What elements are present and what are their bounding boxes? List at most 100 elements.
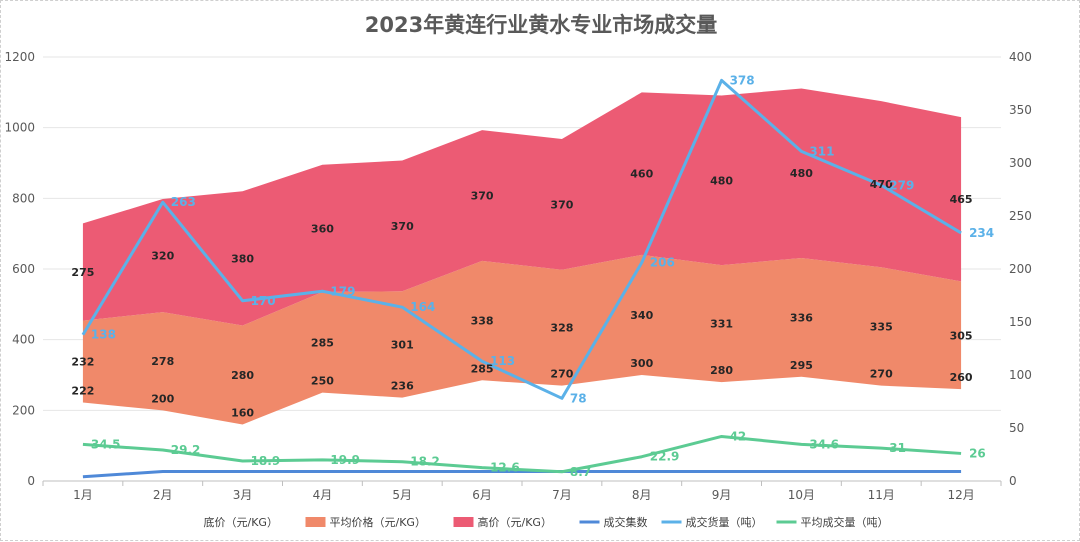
left-axis-tick: 800: [12, 191, 35, 205]
area-data-label: 360: [311, 222, 334, 235]
left-axis-tick: 400: [12, 333, 35, 347]
line-data-label: 18.9: [251, 454, 281, 468]
x-axis-tick-label: 3月: [233, 488, 253, 502]
area-data-label: 270: [870, 368, 893, 381]
area-series-2: [82, 88, 962, 326]
area-data-label: 465: [950, 193, 973, 206]
area-data-label: 222: [71, 385, 94, 398]
right-axis-tick: 250: [1009, 209, 1032, 223]
legend-swatch: [179, 516, 200, 528]
line-data-label: 279: [889, 178, 914, 192]
line-data-label: 8.7: [570, 465, 591, 479]
area-data-label: 300: [630, 357, 653, 370]
area-data-label: 285: [471, 362, 494, 375]
line-data-label: 34.5: [91, 437, 121, 451]
x-axis-tick-label: 5月: [392, 488, 412, 502]
line-data-label: 78: [570, 391, 587, 405]
line-series-2: [82, 434, 962, 474]
line-data-label: 138: [91, 328, 116, 342]
x-axis-tick-label: 2月: [153, 488, 173, 502]
line-data-label: 378: [730, 73, 755, 87]
x-axis-tick-label: 12月: [947, 488, 974, 502]
area-data-label: 232: [71, 356, 94, 369]
left-axis-tick: 200: [12, 403, 35, 417]
line-data-label: 31: [889, 441, 906, 455]
line-data-label: 19.9: [330, 453, 360, 467]
legend-item: 底价（元/KG）: [179, 515, 278, 529]
legend-item: 成交集数: [579, 515, 648, 529]
legend-item: 成交货量（吨）: [661, 515, 763, 529]
area-data-label: 331: [710, 318, 733, 331]
x-axis-tick-label: 1月: [73, 488, 93, 502]
right-axis-tick: 150: [1009, 315, 1032, 329]
area-data-label: 370: [550, 198, 573, 211]
right-axis-tick: 350: [1009, 103, 1032, 117]
legend-label: 平均价格（元/KG）: [330, 515, 426, 529]
line-data-label: 26: [969, 446, 986, 460]
line-data-label: 18.2: [410, 455, 440, 469]
line-series-0: [82, 469, 962, 479]
area-data-label: 320: [151, 250, 174, 263]
line-data-label: 311: [809, 144, 834, 158]
area-data-label: 370: [391, 220, 414, 233]
line-data-label: 170: [251, 294, 276, 308]
area-data-label: 305: [950, 329, 973, 342]
x-axis-tick-label: 7月: [552, 488, 572, 502]
area-data-label: 275: [71, 266, 94, 279]
line-data-label: 34.6: [809, 437, 839, 451]
left-axis-tick: 1000: [4, 121, 35, 135]
legend-label: 平均成交量（吨）: [801, 515, 889, 529]
right-axis-tick: 400: [1009, 50, 1032, 64]
legend: 底价（元/KG） 平均价格（元/KG） 高价（元/KG） 成交集数 成交货量（吨） 平均成…: [179, 515, 889, 529]
right-axis-tick: 100: [1009, 368, 1032, 382]
area-data-label: 285: [311, 336, 334, 349]
area-data-label: 335: [870, 320, 893, 333]
axes: 0 200 400 600 800 1000 1200 0 50 100 150 200 250 300 3…: [4, 50, 1031, 502]
chart-title: 2023年黄连行业黄水专业市场成交量: [364, 13, 718, 37]
data-labels: 222 200 160 250 236 285 270 300 280 295 270 260 232 2…: [71, 73, 994, 478]
legend-item: 平均价格（元/KG）: [305, 515, 426, 529]
line-data-label: 263: [171, 195, 196, 209]
area-data-label: 278: [151, 355, 174, 368]
area-data-label: 336: [790, 311, 813, 324]
line-series-1: [81, 78, 962, 400]
line-data-label: 29.2: [171, 443, 201, 457]
area-data-label: 301: [391, 338, 414, 351]
area-series-1: [82, 254, 962, 425]
x-axis-tick-label: 8月: [632, 488, 652, 502]
legend-label: 高价（元/KG）: [478, 515, 552, 529]
legend-label: 底价（元/KG）: [204, 515, 278, 529]
line-data-label: 179: [330, 284, 355, 298]
area-data-label: 340: [630, 309, 653, 322]
area-data-label: 480: [790, 167, 813, 180]
area-data-label: 295: [790, 359, 813, 372]
left-axis-tick: 600: [12, 262, 35, 276]
x-axis-tick-label: 6月: [472, 488, 492, 502]
area-data-label: 328: [550, 322, 573, 335]
line-data-label: 164: [410, 300, 435, 314]
area-data-label: 280: [710, 364, 733, 377]
right-axis-tick: 300: [1009, 156, 1032, 170]
legend-swatch: [453, 517, 474, 527]
area-data-label: 460: [630, 168, 653, 181]
legend-label: 成交集数: [604, 515, 648, 529]
right-axis-tick: 0: [1009, 474, 1017, 488]
area-data-label: 470: [870, 178, 893, 191]
area-data-label: 160: [231, 406, 254, 419]
legend-item: 平均成交量（吨）: [776, 515, 889, 529]
right-axis-tick: 200: [1009, 262, 1032, 276]
area-data-label: 270: [550, 368, 573, 381]
area-data-label: 338: [471, 315, 494, 328]
legend-item: 高价（元/KG）: [453, 515, 552, 529]
x-axis-tick-label: 4月: [313, 488, 333, 502]
line-data-label: 234: [969, 226, 994, 240]
line-data-label: 42: [730, 429, 747, 443]
x-axis-tick-label: 10月: [788, 488, 815, 502]
right-axis-tick: 50: [1009, 421, 1024, 435]
area-data-label: 250: [311, 375, 334, 388]
line-data-label: 22.9: [650, 450, 680, 464]
legend-label: 成交货量（吨）: [686, 515, 763, 529]
area-data-label: 260: [950, 371, 973, 384]
